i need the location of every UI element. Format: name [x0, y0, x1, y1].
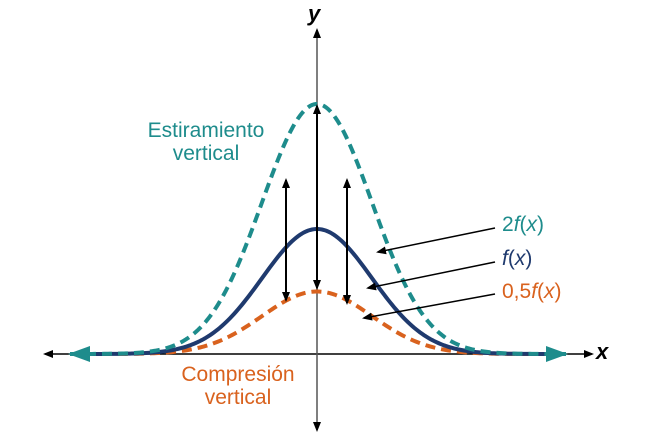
paren-close: )	[525, 247, 533, 270]
paren-open: (	[537, 280, 545, 303]
legend-f-func: f	[502, 247, 508, 270]
stretch-line2: vertical	[172, 142, 240, 166]
pointer-two-f	[376, 227, 496, 255]
paren-close: )	[554, 280, 562, 303]
pointer-half-f	[362, 293, 496, 321]
compression-line1: Compresión	[181, 363, 295, 386]
legend-two-f-var: x	[526, 213, 538, 236]
legend-two-f: 2f(x)	[502, 213, 544, 236]
curve-two-f	[68, 102, 568, 362]
legend-half-f-var: x	[544, 280, 555, 303]
y-axis-label: y	[308, 1, 321, 26]
pointer-f	[366, 261, 496, 291]
compression-annotation: Compresión vertical	[170, 363, 306, 409]
stretch-line1: Estiramiento	[147, 119, 265, 142]
legend-two-f-prefix: 2	[502, 213, 514, 236]
paren-open: (	[507, 247, 515, 270]
compression-line2: vertical	[204, 386, 272, 410]
legend-two-f-func: f	[513, 213, 520, 236]
legend-f: f(x)	[502, 247, 532, 270]
legend-half-f-prefix: 0,5	[502, 280, 532, 303]
stretch-annotation: Estiramiento vertical	[136, 119, 276, 165]
curve-half-f	[70, 289, 566, 356]
paren-open: (	[519, 213, 527, 236]
x-axis-label: x	[596, 339, 609, 364]
legend-f-var: x	[514, 247, 526, 270]
legend-half-f-func: f	[531, 280, 538, 303]
paren-close: )	[537, 213, 545, 236]
legend-half-f: 0,5f(x)	[502, 280, 562, 303]
